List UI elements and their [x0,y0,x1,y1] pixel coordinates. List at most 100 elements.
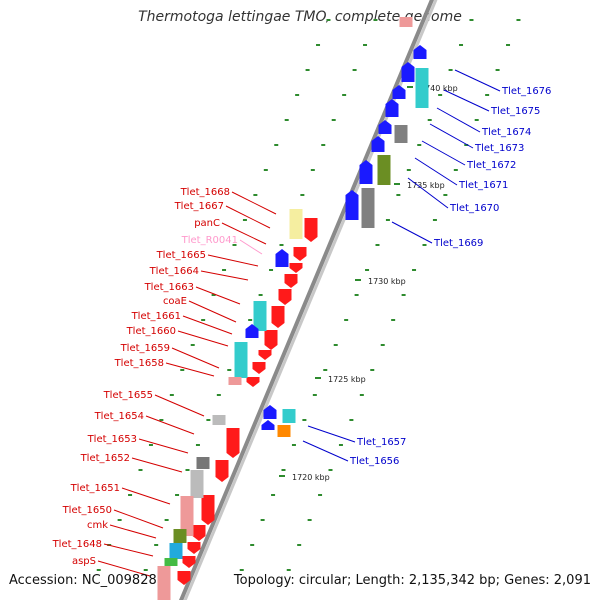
gene-feature[interactable] [228,377,242,385]
gene-feature[interactable] [282,409,296,423]
gene-arrow [215,460,229,482]
gene-feature[interactable] [277,425,291,437]
leader-line [171,347,220,369]
gene-feature[interactable] [246,377,260,387]
left-gene-label[interactable]: panC [194,218,220,229]
gene-feature[interactable] [187,542,201,554]
gene-arrow [359,160,373,184]
gene-feature[interactable] [192,525,206,541]
leader-line [436,107,481,133]
gene-arrow [345,190,359,220]
gene-feature[interactable] [173,529,187,543]
gene-feature[interactable] [190,470,204,498]
left-gene-label[interactable]: Tlet_1654 [94,411,144,422]
gene-feature[interactable] [252,362,266,374]
gene-feature[interactable] [271,306,285,328]
kbp-label: 1735 kbp [407,181,445,190]
gene-feature[interactable] [293,247,307,261]
left-gene-label[interactable]: Tlet_1653 [87,434,137,445]
right-gene-label[interactable]: Tlet_1670 [449,203,499,214]
left-gene-label[interactable]: coaE [163,296,187,307]
left-gene-label[interactable]: aspS [72,556,96,567]
gene-feature[interactable] [261,420,275,430]
gene-feature[interactable] [177,571,191,585]
gene-feature[interactable] [371,136,385,152]
right-gene-label[interactable]: Tlet_1672 [466,160,516,171]
gene-feature[interactable] [164,558,178,566]
left-gene-label[interactable]: cmk [87,520,108,531]
left-gene-label[interactable]: Tlet_1659 [120,343,170,354]
left-gene-label[interactable]: Tlet_1660 [126,326,176,337]
gene-feature[interactable] [399,17,413,27]
gene-feature[interactable] [245,324,259,338]
gene-arrow [187,542,201,554]
left-gene-label[interactable]: Tlet_1668 [180,187,230,198]
gene-feature[interactable] [196,457,210,469]
right-gene-label[interactable]: Tlet_1671 [458,180,508,191]
gene-feature[interactable] [289,263,303,273]
left-gene-label[interactable]: Tlet_R0041 [181,235,238,246]
gene-feature[interactable] [264,330,278,350]
gene-feature[interactable] [415,68,429,108]
gene-box [212,415,226,425]
gene-feature[interactable] [345,190,359,220]
left-gene-label[interactable]: Tlet_1648 [52,539,102,550]
right-gene-label[interactable]: Tlet_1657 [356,437,406,448]
gene-feature[interactable] [263,405,277,419]
gene-feature[interactable] [392,85,406,99]
gene-feature[interactable] [284,274,298,288]
right-gene-label[interactable]: Tlet_1675 [490,106,540,117]
gene-feature[interactable] [258,350,272,360]
gene-feature[interactable] [253,301,267,331]
gene-arrow [177,571,191,585]
gene-feature[interactable] [215,460,229,482]
gene-feature[interactable] [378,120,392,134]
gene-feature[interactable] [413,45,427,59]
leader-line [195,286,241,305]
left-gene-label[interactable]: Tlet_1661 [131,311,181,322]
left-gene-label[interactable]: Tlet_1665 [156,250,206,261]
gene-feature[interactable] [180,496,194,536]
gene-arrow [293,247,307,261]
left-gene-label[interactable]: Tlet_1663 [144,282,194,293]
gene-box [157,566,171,600]
right-gene-label[interactable]: Tlet_1673 [474,143,524,154]
right-gene-label[interactable]: Tlet_1676 [501,86,551,97]
left-gene-label[interactable]: Tlet_1664 [149,266,199,277]
right-gene-label[interactable]: Tlet_1674 [481,127,531,138]
gene-feature[interactable] [377,155,391,185]
gene-feature[interactable] [157,566,171,600]
gene-feature[interactable] [361,188,375,228]
gene-feature[interactable] [385,99,399,117]
gene-arrow [246,377,260,387]
left-gene-label[interactable]: Tlet_1651 [70,483,120,494]
leader-line [414,157,458,186]
gene-feature[interactable] [169,543,183,559]
gene-feature[interactable] [226,428,240,458]
left-gene-label[interactable]: Tlet_1650 [62,505,112,516]
gene-feature[interactable] [278,289,292,305]
gene-feature[interactable] [394,125,408,143]
gene-arrow [278,289,292,305]
right-gene-label[interactable]: Tlet_1656 [349,456,399,467]
gene-feature[interactable] [359,160,373,184]
gene-feature[interactable] [401,62,415,82]
gene-feature[interactable] [201,495,215,525]
gene-feature[interactable] [289,209,303,239]
gene-arrow [258,350,272,360]
gene-feature[interactable] [234,342,248,378]
map-title: Thermotoga lettingae TMO, complete genom… [138,9,462,25]
gene-feature[interactable] [212,415,226,425]
left-gene-label[interactable]: Tlet_1652 [80,453,130,464]
left-gene-label[interactable]: Tlet_1655 [103,390,153,401]
gene-box [169,543,183,559]
left-gene-label[interactable]: Tlet_1658 [114,358,164,369]
right-gene-label[interactable]: Tlet_1669 [433,238,483,249]
left-gene-label[interactable]: Tlet_1667 [174,201,224,212]
gene-feature[interactable] [304,218,318,242]
leader-line [121,487,171,505]
gene-arrow [261,420,275,430]
gene-feature[interactable] [182,556,196,568]
gene-feature[interactable] [275,249,289,267]
